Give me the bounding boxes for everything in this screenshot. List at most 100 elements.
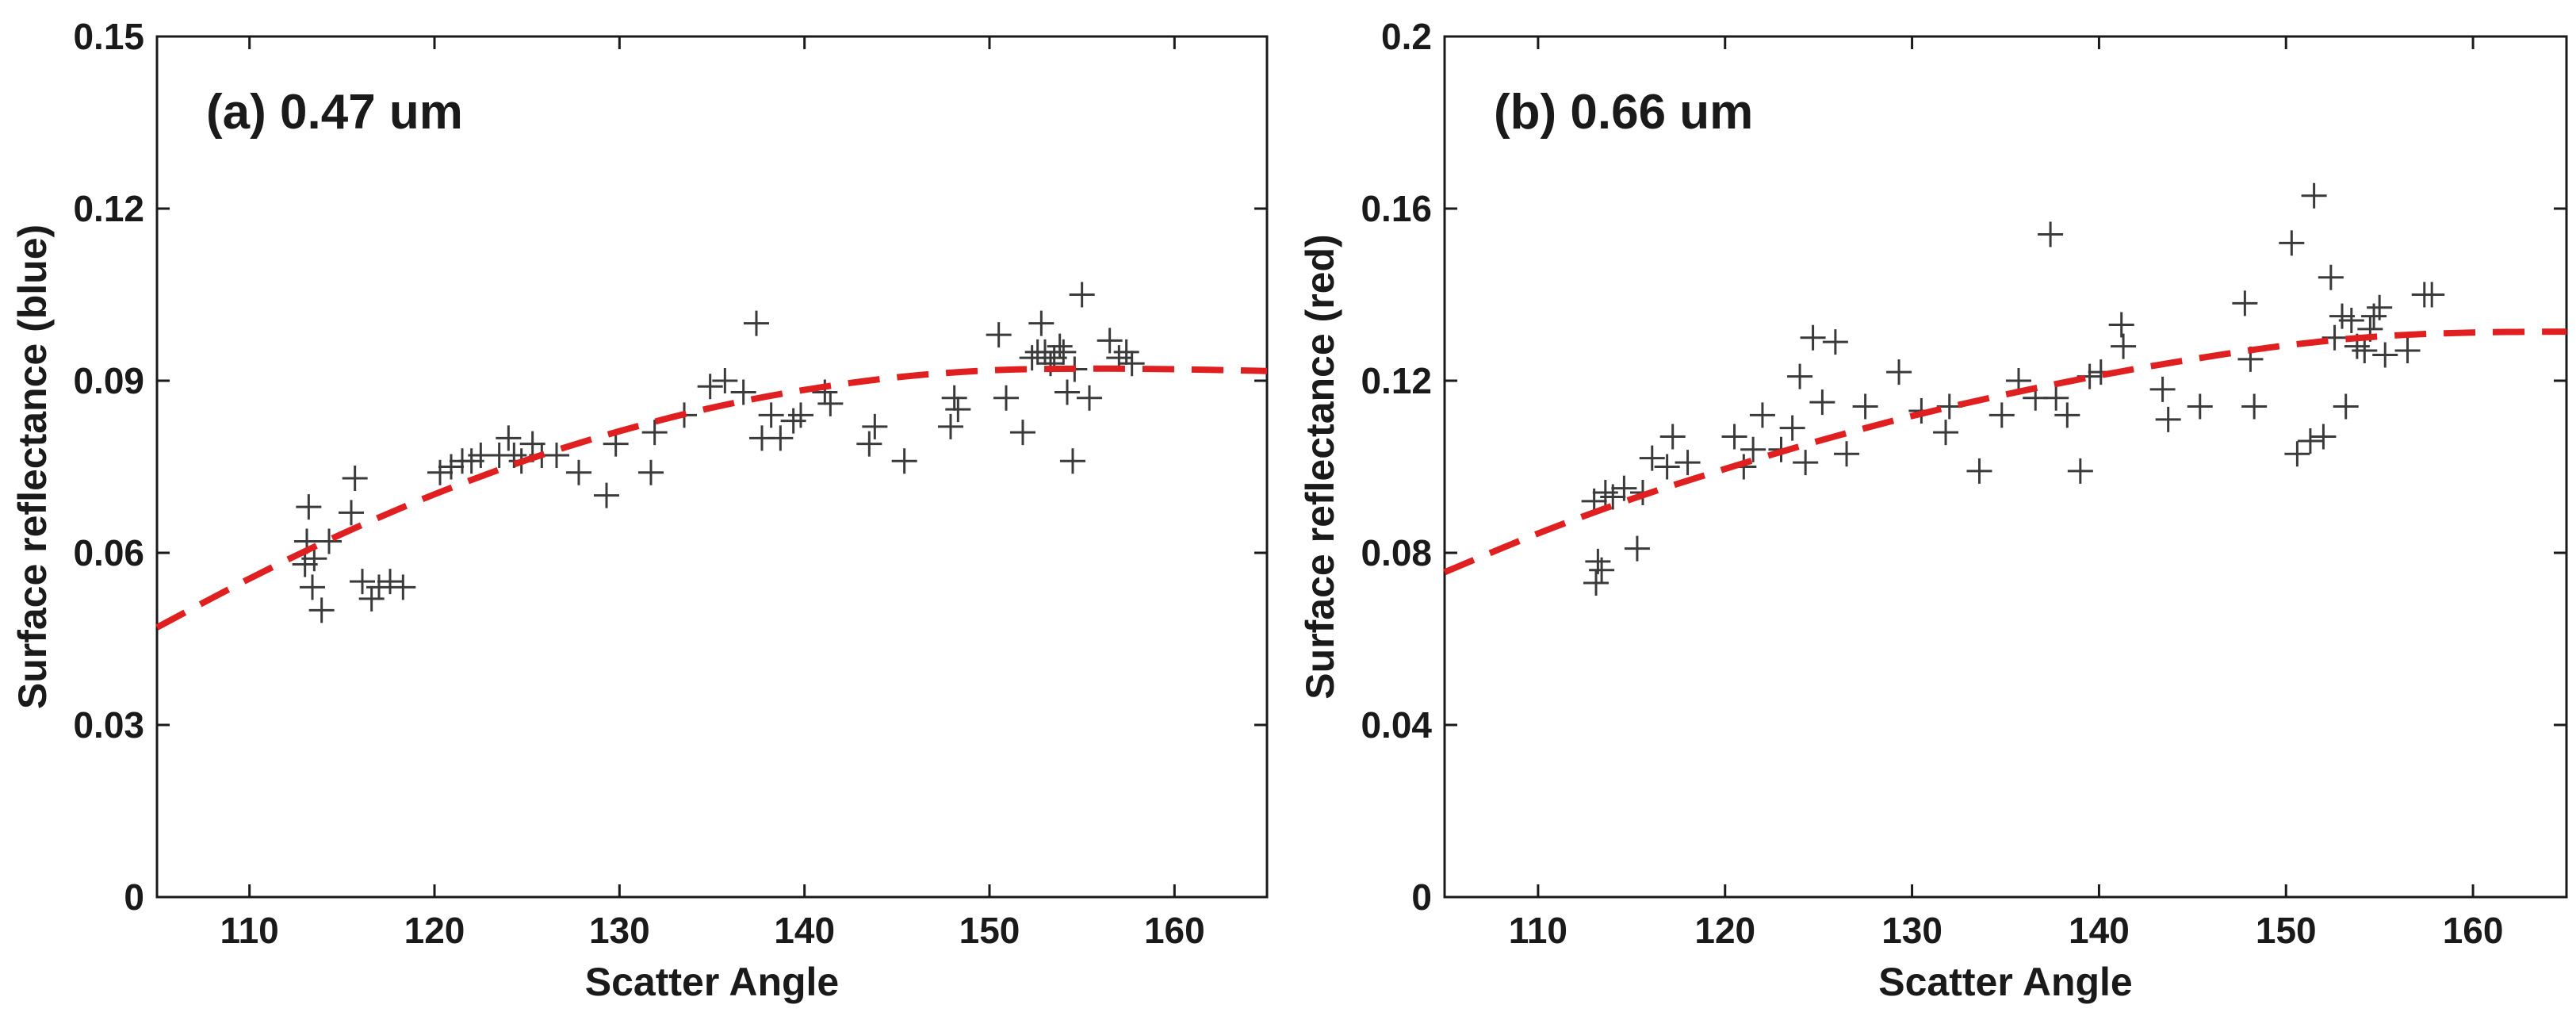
data-point bbox=[2419, 282, 2445, 308]
axes-frame bbox=[155, 35, 1269, 899]
panel-label: (b) 0.66 um bbox=[1494, 85, 1753, 140]
panel-b: 110 120 130 140 150 160 0 0.04 0.08 0.12 0.16 0.2 Sc… bbox=[1298, 16, 2568, 1004]
data-point bbox=[2108, 312, 2134, 338]
data-point bbox=[1936, 393, 1962, 420]
x-tick-label: 130 bbox=[1881, 910, 1943, 951]
y-tick-label: 0.12 bbox=[1361, 360, 1432, 401]
data-point bbox=[2338, 308, 2364, 334]
data-point bbox=[2187, 393, 2213, 420]
data-point bbox=[2054, 402, 2080, 428]
data-point bbox=[1119, 351, 1145, 377]
data-point bbox=[2318, 264, 2344, 290]
data-point bbox=[638, 459, 664, 485]
data-point bbox=[1800, 324, 1826, 351]
data-point bbox=[1749, 402, 1775, 428]
data-point bbox=[1822, 329, 1848, 355]
fit-curve bbox=[155, 365, 1268, 631]
data-point bbox=[1589, 557, 1615, 583]
data-point bbox=[339, 500, 364, 526]
data-point bbox=[1654, 454, 1680, 480]
y-tick-label: 0.09 bbox=[73, 360, 144, 401]
x-axis-label: Scatter Angle bbox=[585, 960, 839, 1004]
data-point bbox=[1834, 441, 1860, 467]
x-tick-label: 150 bbox=[959, 910, 1020, 951]
data-point bbox=[2232, 290, 2258, 316]
x-axis-label: Scatter Angle bbox=[1878, 960, 2132, 1004]
data-point bbox=[1852, 393, 1878, 420]
data-point bbox=[2352, 338, 2378, 364]
data-point bbox=[1060, 448, 1085, 474]
data-point bbox=[641, 420, 668, 446]
y-tick-label: 0.12 bbox=[73, 188, 144, 229]
data-point bbox=[1069, 282, 1095, 308]
x-tick-label: 110 bbox=[220, 910, 279, 951]
data-point bbox=[2301, 182, 2327, 209]
data-point bbox=[1659, 424, 1686, 450]
data-point bbox=[945, 397, 971, 423]
data-point bbox=[2367, 294, 2393, 320]
data-point bbox=[1793, 450, 1819, 476]
data-point bbox=[744, 310, 769, 336]
x-tick-label: 140 bbox=[2069, 910, 2130, 951]
data-point bbox=[496, 425, 522, 451]
y-tick-label: 0.08 bbox=[1361, 532, 1432, 573]
data-point bbox=[817, 390, 844, 416]
data-point bbox=[1624, 535, 1650, 562]
data-point bbox=[1097, 328, 1123, 354]
data-point bbox=[1051, 339, 1077, 365]
data-point bbox=[941, 385, 967, 411]
data-point bbox=[812, 379, 838, 405]
y-tick-label: 0.15 bbox=[73, 16, 144, 57]
data-point bbox=[316, 528, 342, 554]
y-tick-label: 0.06 bbox=[73, 532, 144, 573]
data-point bbox=[2279, 230, 2305, 256]
data-point bbox=[697, 374, 723, 400]
data-point bbox=[2241, 393, 2268, 420]
y-tick-label: 0 bbox=[124, 876, 144, 918]
data-point bbox=[1077, 385, 1102, 411]
data-point bbox=[342, 465, 368, 491]
x-tick-label: 120 bbox=[404, 910, 465, 951]
y-axis-label: Surface reflectance (red) bbox=[1298, 234, 1342, 699]
data-point bbox=[377, 569, 403, 595]
y-tick-label: 0.2 bbox=[1381, 16, 1432, 57]
data-point bbox=[938, 413, 963, 439]
data-point bbox=[1779, 415, 1805, 441]
data-point bbox=[350, 569, 375, 595]
data-point bbox=[758, 402, 784, 428]
data-point bbox=[780, 408, 806, 434]
fit-curve bbox=[1443, 328, 2567, 576]
data-point bbox=[1028, 310, 1055, 336]
data-point bbox=[296, 494, 322, 520]
y-tick-label: 0.03 bbox=[73, 704, 144, 746]
data-point bbox=[2111, 333, 2137, 359]
data-point bbox=[1583, 569, 1610, 596]
data-point bbox=[891, 448, 917, 474]
data-point bbox=[712, 368, 738, 393]
data-point bbox=[1047, 333, 1073, 359]
data-point bbox=[2333, 393, 2359, 420]
y-tick-label: 0.04 bbox=[1361, 704, 1432, 746]
data-point bbox=[2067, 458, 2093, 484]
x-tick-label: 130 bbox=[589, 910, 650, 951]
data-point bbox=[1886, 359, 1912, 385]
data-point bbox=[2038, 221, 2064, 247]
data-point bbox=[594, 482, 619, 508]
data-point bbox=[566, 459, 591, 485]
data-point bbox=[300, 574, 325, 600]
data-point bbox=[1639, 445, 1665, 471]
data-point bbox=[2372, 342, 2398, 368]
x-tick-label: 160 bbox=[2443, 910, 2504, 951]
data-point bbox=[1933, 420, 1959, 446]
data-point bbox=[1787, 363, 1813, 389]
data-point bbox=[366, 574, 392, 600]
y-tick-label: 0 bbox=[1411, 876, 1432, 918]
data-point bbox=[2284, 441, 2310, 467]
data-point bbox=[856, 431, 882, 457]
data-point bbox=[1721, 424, 1747, 450]
x-tick-label: 140 bbox=[774, 910, 835, 951]
y-tick-label: 0.16 bbox=[1361, 188, 1432, 229]
data-point bbox=[2149, 376, 2176, 402]
data-point bbox=[1740, 436, 1766, 462]
